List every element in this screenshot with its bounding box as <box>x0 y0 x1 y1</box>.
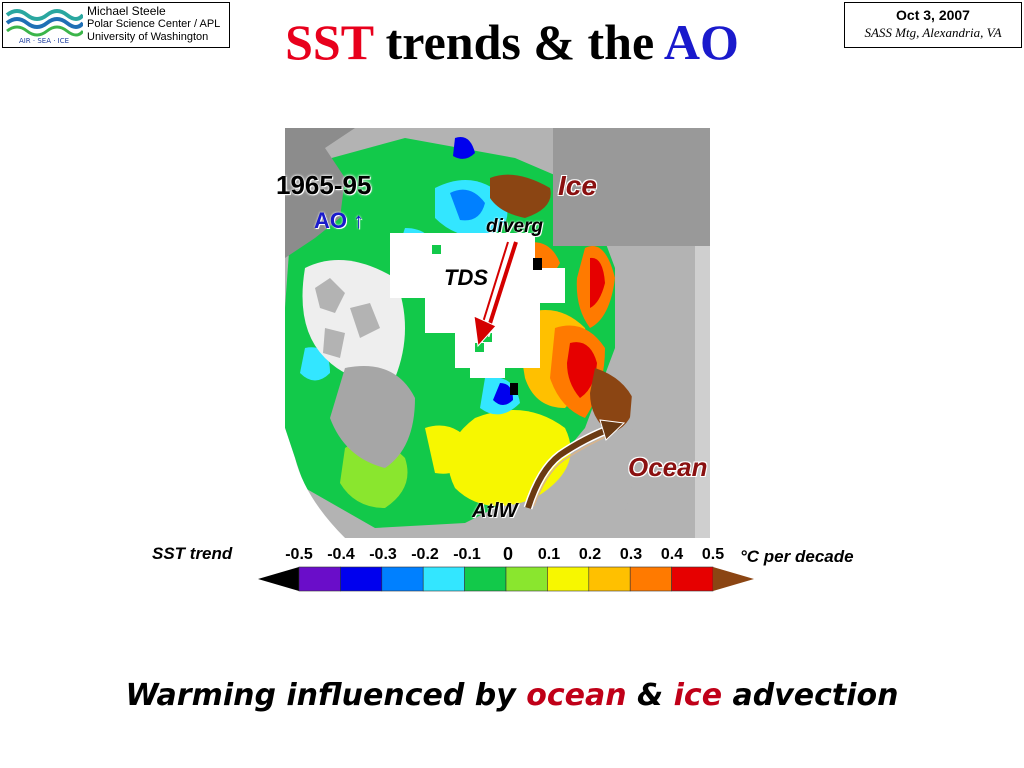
atlw-label: AtlW <box>472 500 518 522</box>
legend-tick: -0.4 <box>327 546 355 563</box>
legend-tick: 0.3 <box>619 546 643 563</box>
title-middle: trends & the <box>373 14 664 70</box>
colorbar-segment <box>629 566 672 592</box>
legend-tick: -0.2 <box>411 546 439 563</box>
diverg-label: diverg <box>486 216 544 237</box>
presentation-date: Oct 3, 2007 <box>896 7 970 23</box>
ocean-label: Ocean <box>628 452 708 482</box>
legend-tick: 0.2 <box>578 546 602 563</box>
legend-title: SST trend <box>152 544 233 563</box>
map-canvas <box>285 128 710 538</box>
legend-tick: 0.1 <box>537 546 561 563</box>
legend-tick: -0.1 <box>453 546 481 563</box>
colorbar-segment <box>505 566 548 592</box>
slide-caption: Warming influenced by ocean & ice advect… <box>0 678 1024 713</box>
colorbar-segment <box>547 566 590 592</box>
logo-box: AIR · SEA · ICE Michael Steele Polar Sci… <box>2 2 230 48</box>
meeting-name: SASS Mtg, Alexandria, VA <box>864 25 1002 40</box>
legend-units: °C per decade <box>740 547 854 566</box>
period-label: 1965-95 <box>276 170 372 200</box>
affiliation-2: University of Washington <box>87 31 209 43</box>
date-box: Oct 3, 2007 SASS Mtg, Alexandria, VA <box>844 2 1022 48</box>
atlw-arrow-icon <box>523 419 626 510</box>
color-scale-bar <box>258 566 754 592</box>
legend-tick: 0.4 <box>660 546 684 563</box>
ice-label: Ice <box>558 170 597 201</box>
title-sst: SST <box>285 14 374 70</box>
author-name: Michael Steele <box>87 4 166 18</box>
caption-part5: advection <box>722 678 899 713</box>
caption-part3: & <box>626 678 674 713</box>
affiliation-1: Polar Science Center / APL <box>87 18 221 30</box>
colorbar-segment <box>671 566 714 592</box>
colorbar-segment <box>298 566 341 592</box>
air-sea-ice-logo: AIR · SEA · ICE <box>5 5 83 45</box>
caption-ocean: ocean <box>526 678 627 713</box>
sst-trend-map <box>285 128 710 538</box>
colorbar-segment <box>422 566 465 592</box>
legend-tick: 0 <box>502 544 514 564</box>
author-block: Michael Steele Polar Science Center / AP… <box>87 5 220 44</box>
tds-arrow-icon <box>473 240 520 348</box>
title-ao: AO <box>663 14 739 70</box>
colorbar-high-arrow <box>713 567 754 591</box>
ao-label: AO ↑ <box>314 208 365 233</box>
caption-part1: Warming influenced by <box>125 678 527 713</box>
tds-label: TDS <box>444 265 488 290</box>
colorbar-segment <box>381 566 424 592</box>
colorbar-segment <box>464 566 507 592</box>
caption-ice: ice <box>673 678 723 713</box>
slide-title: SST trends & the AO <box>0 12 1024 72</box>
colorbar-low-arrow <box>258 567 299 591</box>
colorbar-segment <box>340 566 383 592</box>
logo-lettering: AIR · SEA · ICE <box>19 37 69 45</box>
legend-tick: -0.3 <box>369 546 397 563</box>
legend-tick: 0.5 <box>701 546 725 563</box>
colorbar-segment <box>588 566 631 592</box>
legend-tick: -0.5 <box>285 546 313 563</box>
